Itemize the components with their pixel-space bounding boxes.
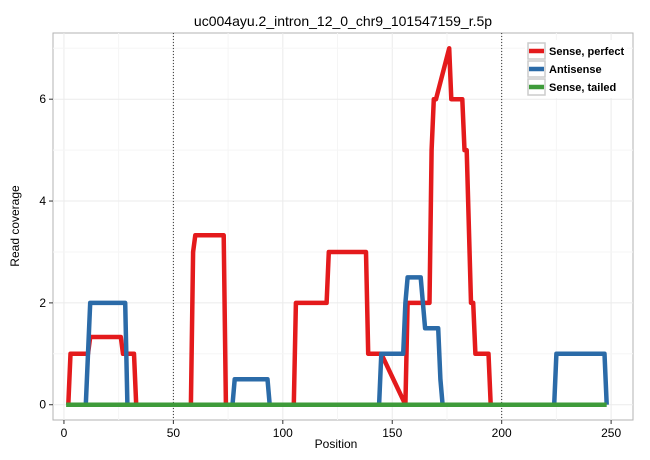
series-lines bbox=[66, 46, 609, 407]
y-tick-label: 4 bbox=[39, 194, 46, 208]
y-axis-label: Read coverage bbox=[8, 185, 22, 267]
chart-title: uc004ayu.2_intron_12_0_chr9_101547159_r.… bbox=[194, 13, 492, 29]
x-tick-label: 150 bbox=[382, 426, 402, 440]
y-tick-label: 0 bbox=[39, 398, 46, 412]
x-tick-label: 200 bbox=[492, 426, 512, 440]
legend: Sense, perfect Antisense Sense, tailed bbox=[525, 40, 627, 98]
x-tick-label: 0 bbox=[61, 426, 68, 440]
y-tick-label: 6 bbox=[39, 92, 46, 106]
legend-label: Sense, perfect bbox=[549, 46, 625, 58]
y-tick-label: 2 bbox=[39, 296, 46, 310]
series-line-1 bbox=[66, 46, 493, 407]
x-tick-label: 50 bbox=[167, 426, 181, 440]
legend-label: Sense, tailed bbox=[549, 82, 616, 94]
y-axis-ticks: 0 2 4 6 bbox=[39, 92, 53, 412]
x-axis-ticks: 0 50 100 150 200 250 bbox=[61, 420, 621, 440]
x-tick-label: 100 bbox=[273, 426, 293, 440]
x-tick-label: 250 bbox=[601, 426, 621, 440]
legend-label: Antisense bbox=[549, 64, 602, 76]
x-axis-label: Position bbox=[315, 437, 358, 451]
